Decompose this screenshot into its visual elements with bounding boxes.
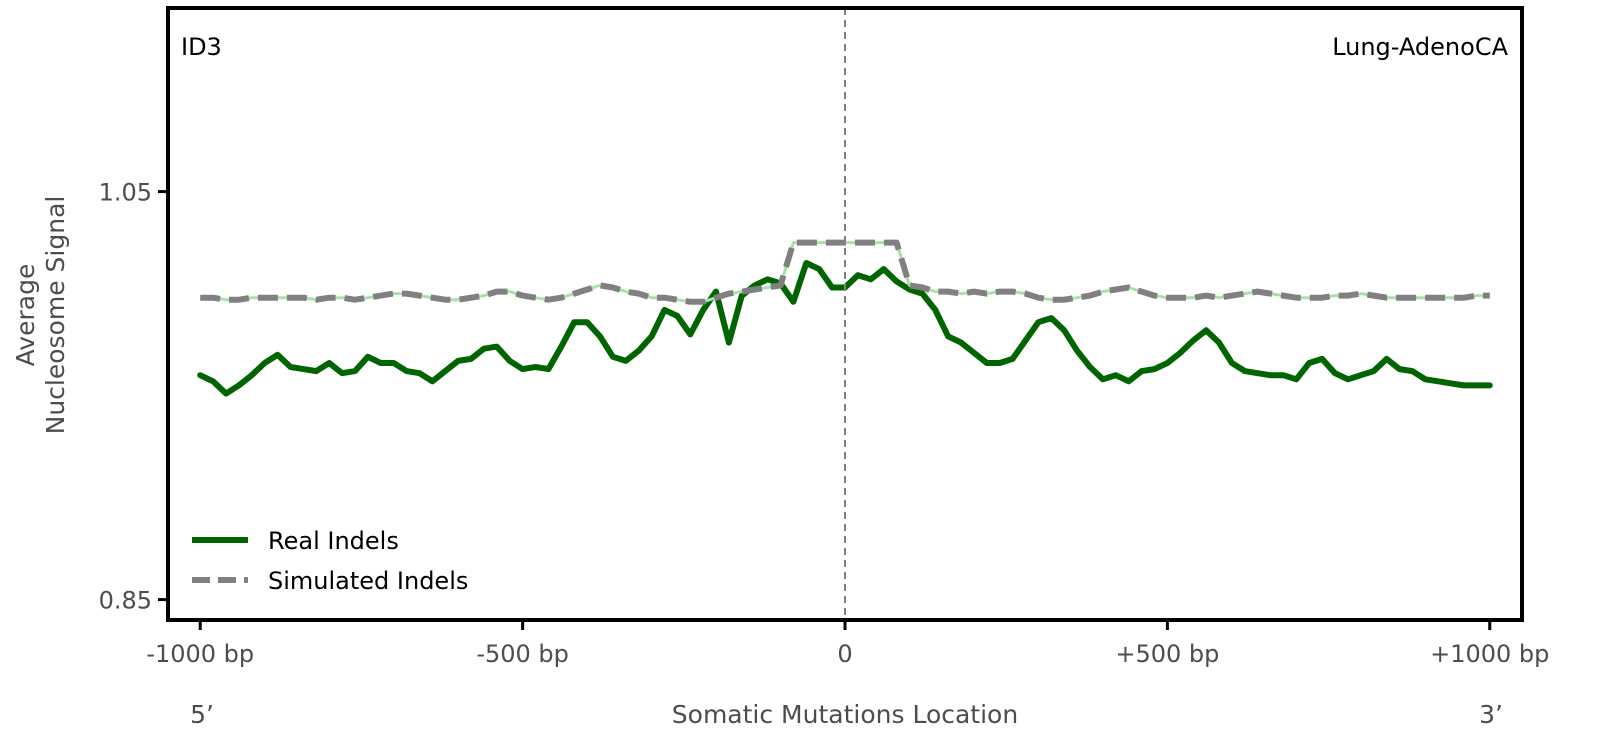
x-tick-label: 0 [837,640,852,668]
signature-label: ID3 [181,33,222,61]
cancer-type-label: Lung-AdenoCA [1332,33,1508,61]
legend-label-real-indels: Real Indels [268,527,399,555]
x-tick-label: +1000 bp [1430,640,1549,668]
three-prime-label: 3’ [1479,700,1503,729]
x-tick-label: -1000 bp [146,640,254,668]
legend: Real Indels Simulated Indels [192,527,468,595]
x-tick-label: +500 bp [1115,640,1219,668]
legend-label-simulated-indels: Simulated Indels [268,567,468,595]
tick-layer: -1000 bp -500 bp 0 +500 bp +1000 bp 1.05 0.85 [99,179,1550,668]
y-tick-label: 0.85 [99,587,152,615]
y-axis-title: Average Nucleosome Signal [11,196,70,435]
five-prime-label: 5’ [190,700,214,729]
y-tick-label: 1.05 [99,179,152,207]
y-axis-title-line-1: Average [11,264,40,367]
x-axis-title: Somatic Mutations Location [672,700,1018,729]
x-tick-label: -500 bp [476,640,569,668]
y-axis-title-line-2: Nucleosome Signal [41,196,70,435]
